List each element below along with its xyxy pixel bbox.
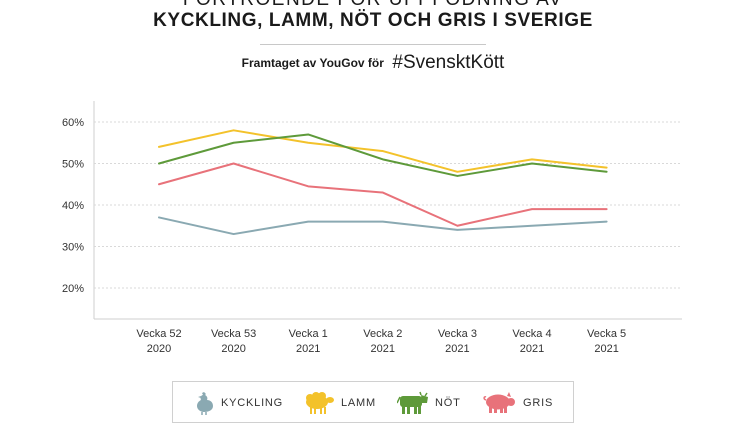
- legend-label: KYCKLING: [221, 397, 284, 409]
- subtitle-text: Framtaget av YouGov för: [241, 56, 384, 70]
- chart-title-line1: FÖRTROENDE FÖR UPPFÖDNING AV: [0, 0, 746, 11]
- x-tick-label: 2020: [221, 343, 245, 355]
- hashtag-text: #SvensktKött: [392, 52, 505, 73]
- y-tick-label: 40%: [62, 200, 84, 212]
- series-line-kyckling: [158, 216, 608, 236]
- x-tick-label: 2021: [520, 343, 544, 355]
- x-tick-label: 2021: [296, 343, 320, 355]
- x-tick-label: Vecka 4: [512, 328, 551, 340]
- series-line-nöt: [158, 133, 608, 177]
- sheep-icon: [306, 392, 334, 414]
- line-chart: 20% 30% 40% 50% 60% Vecka 52 2020 Vecka 53 2020 V…: [62, 101, 682, 355]
- x-tick-label: Vecka 52: [136, 328, 181, 340]
- legend-label: GRIS: [523, 397, 554, 409]
- y-tick-label: 60%: [62, 117, 84, 129]
- chart-subtitle: Framtaget av YouGov för #SvensktKött: [0, 52, 746, 74]
- x-tick-label: 2021: [594, 343, 618, 355]
- title-divider: [260, 44, 486, 45]
- x-tick-label: Vecka 2: [363, 328, 402, 340]
- legend-item-lamm: LAMM: [303, 389, 376, 417]
- x-tick-label: 2021: [371, 343, 395, 355]
- x-tick-label: Vecka 1: [289, 328, 328, 340]
- x-tick-label: Vecka 3: [438, 328, 477, 340]
- chicken-icon: [197, 392, 213, 415]
- legend-item-gris: GRIS: [483, 389, 553, 417]
- chart-title-line2: KYCKLING, LAMM, NÖT OCH GRIS I SVERIGE: [153, 10, 593, 31]
- x-tick-label: 2020: [147, 343, 171, 355]
- chart-legend: KYCKLING LAMM NÖT: [172, 381, 574, 423]
- x-tick-label: Vecka 5: [587, 328, 626, 340]
- x-tick-label: 2021: [445, 343, 469, 355]
- y-tick-label: 50%: [62, 159, 84, 171]
- cow-icon: [397, 391, 428, 414]
- pig-icon: [483, 392, 515, 413]
- series-line-lamm: [158, 129, 608, 173]
- legend-item-kyckling: KYCKLING: [193, 389, 283, 417]
- y-tick-label: 20%: [62, 283, 84, 295]
- legend-label: NÖT: [435, 397, 461, 409]
- x-tick-label: Vecka 53: [211, 328, 256, 340]
- y-tick-label: 30%: [62, 242, 84, 254]
- legend-item-not: NÖT: [397, 389, 461, 417]
- legend-label: LAMM: [341, 397, 376, 409]
- series-line-gris: [158, 162, 608, 227]
